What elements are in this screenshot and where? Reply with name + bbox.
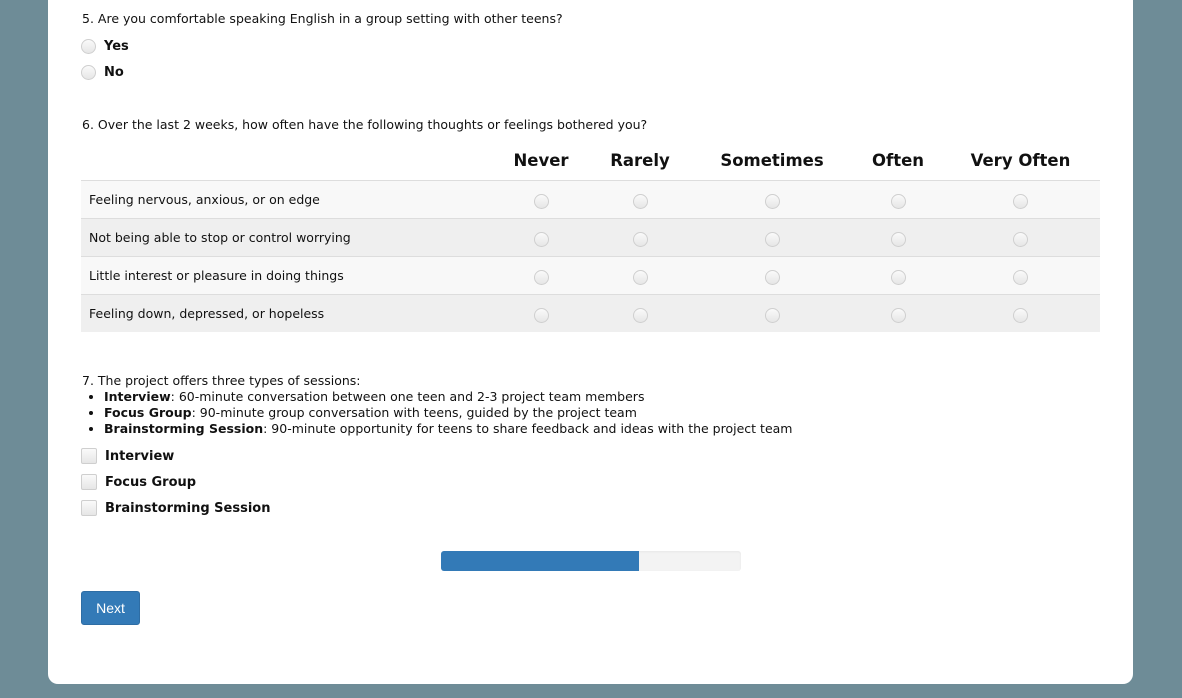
bullet-brainstorming: Brainstorming Session: 90-minute opportu…	[104, 421, 792, 437]
matrix-cell	[855, 256, 941, 295]
matrix-cell	[491, 180, 591, 219]
question-7-intro: 7. The project offers three types of ses…	[82, 373, 361, 388]
matrix-cell	[491, 294, 591, 332]
checkbox-brainstorming[interactable]: Brainstorming Session	[81, 500, 270, 516]
row-label: Feeling down, depressed, or hopeless	[81, 294, 491, 332]
radio-sometimes[interactable]	[764, 232, 780, 247]
matrix-cell	[591, 218, 689, 257]
matrix-cell	[491, 256, 591, 295]
radio-sometimes[interactable]	[764, 194, 780, 209]
radio-often[interactable]	[890, 232, 906, 247]
radio-rarely[interactable]	[632, 194, 648, 209]
matrix-row: Feeling nervous, anxious, or on edge	[81, 180, 1100, 219]
radio-very-often[interactable]	[1013, 194, 1028, 209]
col-never: Never	[513, 150, 569, 170]
col-very-often: Very Often	[970, 150, 1071, 170]
option-label: Interview	[105, 448, 175, 464]
matrix-row: Little interest or pleasure in doing thi…	[81, 256, 1100, 295]
matrix-cell	[855, 294, 941, 332]
bullet-interview: Interview: 60-minute conversation betwee…	[104, 389, 792, 405]
radio-often[interactable]	[890, 308, 906, 323]
checkbox-focus-group[interactable]: Focus Group	[81, 474, 196, 490]
radio-no[interactable]	[81, 65, 96, 80]
matrix-cell	[591, 180, 689, 219]
radio-never[interactable]	[533, 232, 549, 247]
matrix-header: Never Rarely Sometimes Often Very Often	[81, 140, 1100, 181]
row-label: Little interest or pleasure in doing thi…	[81, 256, 491, 295]
matrix-cell	[689, 180, 855, 219]
matrix-cell	[491, 218, 591, 257]
next-button[interactable]: Next	[81, 591, 140, 625]
matrix-cell	[941, 294, 1100, 332]
matrix-cell	[591, 294, 689, 332]
radio-very-often[interactable]	[1013, 232, 1028, 247]
col-rarely: Rarely	[610, 150, 670, 170]
radio-never[interactable]	[533, 308, 549, 323]
radio-often[interactable]	[890, 270, 906, 285]
radio-rarely[interactable]	[632, 232, 648, 247]
checkbox[interactable]	[81, 474, 97, 490]
survey-card	[48, 0, 1133, 684]
question-5: 5. Are you comfortable speaking English …	[82, 11, 563, 26]
option-label: No	[104, 65, 124, 80]
radio-rarely[interactable]	[632, 308, 648, 323]
radio-very-often[interactable]	[1013, 270, 1028, 285]
frequency-matrix: Never Rarely Sometimes Often Very Often …	[81, 140, 1100, 332]
checkbox[interactable]	[81, 448, 97, 464]
radio-never[interactable]	[533, 194, 549, 209]
radio-sometimes[interactable]	[764, 270, 780, 285]
option-no[interactable]: No	[81, 65, 124, 80]
matrix-cell	[855, 180, 941, 219]
matrix-cell	[591, 256, 689, 295]
radio-sometimes[interactable]	[764, 308, 780, 323]
row-label: Feeling nervous, anxious, or on edge	[81, 180, 491, 219]
matrix-cell	[855, 218, 941, 257]
progress-bar	[441, 551, 741, 571]
checkbox-interview[interactable]: Interview	[81, 448, 174, 464]
radio-often[interactable]	[890, 194, 906, 209]
col-often: Often	[871, 150, 925, 170]
question-7: 7. The project offers three types of ses…	[82, 373, 792, 437]
matrix-cell	[941, 218, 1100, 257]
matrix-cell	[689, 256, 855, 295]
option-label: Focus Group	[105, 474, 197, 490]
radio-very-often[interactable]	[1013, 308, 1028, 323]
col-sometimes: Sometimes	[720, 150, 824, 170]
progress-fill	[441, 551, 639, 571]
radio-never[interactable]	[533, 270, 549, 285]
option-yes[interactable]: Yes	[81, 39, 129, 54]
matrix-cell	[689, 218, 855, 257]
matrix-cell	[941, 256, 1100, 295]
matrix-cell	[941, 180, 1100, 219]
matrix-row: Not being able to stop or control worryi…	[81, 218, 1100, 257]
radio-rarely[interactable]	[632, 270, 648, 285]
matrix-cell	[689, 294, 855, 332]
question-6: 6. Over the last 2 weeks, how often have…	[82, 117, 648, 132]
bullet-focus-group: Focus Group: 90-minute group conversatio…	[104, 405, 792, 421]
option-label: Yes	[104, 39, 129, 54]
option-label: Brainstorming Session	[105, 500, 271, 516]
session-types-list: Interview: 60-minute conversation betwee…	[82, 389, 792, 437]
radio-yes[interactable]	[81, 39, 96, 54]
row-label: Not being able to stop or control worryi…	[81, 218, 491, 257]
checkbox[interactable]	[81, 500, 97, 516]
matrix-row: Feeling down, depressed, or hopeless	[81, 294, 1100, 332]
